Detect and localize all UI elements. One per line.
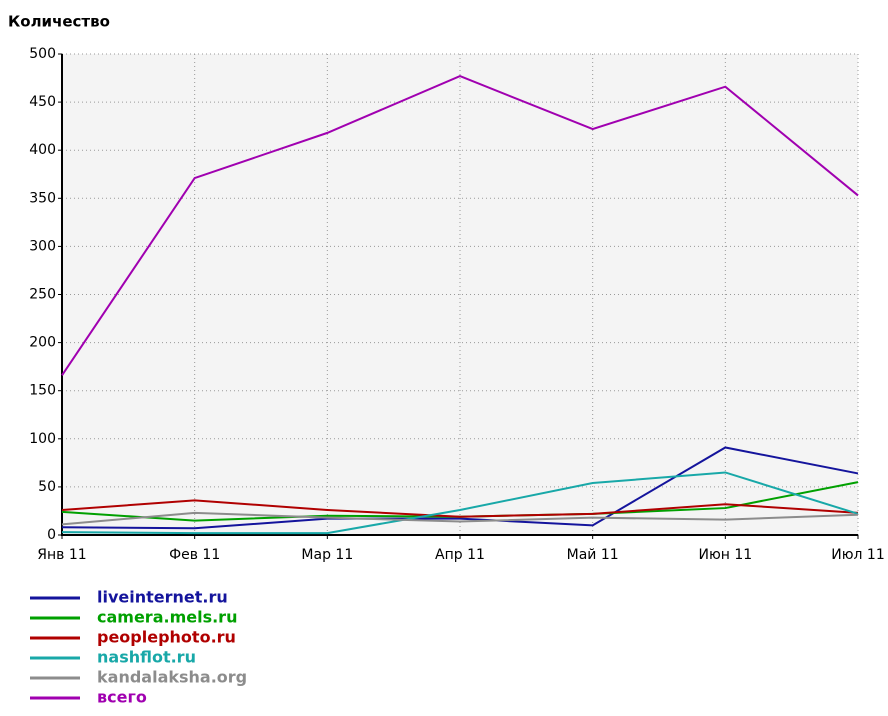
x-tick-label: Апр 11 — [435, 547, 485, 563]
x-tick-label: Май 11 — [567, 547, 619, 563]
legend-label: nashflot.ru — [97, 648, 196, 667]
y-tick-label: 450 — [29, 94, 56, 110]
legend-label: peoplephoto.ru — [97, 628, 236, 647]
x-tick-label: Июн 11 — [698, 547, 752, 563]
series-line — [61, 75, 859, 376]
y-tick-label: 100 — [29, 431, 56, 447]
y-tick-label: 300 — [29, 238, 56, 254]
legend-label: всего — [97, 688, 147, 707]
x-tick-label: Мар 11 — [301, 547, 353, 563]
axis-title: Количество — [8, 13, 110, 31]
y-tick-label: 0 — [47, 527, 56, 543]
y-tick-label: 150 — [29, 383, 56, 399]
y-tick-label: 400 — [29, 142, 56, 158]
series-line — [61, 499, 859, 518]
legend-label: kandalaksha.org — [97, 668, 247, 687]
series-line — [61, 446, 859, 530]
y-tick-label: 200 — [29, 335, 56, 351]
legend-label: camera.mels.ru — [97, 608, 237, 627]
x-tick-label: Фев 11 — [169, 547, 220, 563]
series-line — [61, 471, 859, 535]
y-tick-label: 50 — [38, 479, 56, 495]
legend-label: liveinternet.ru — [97, 588, 228, 607]
y-tick-label: 250 — [29, 287, 56, 303]
series-line — [61, 511, 859, 526]
x-tick-label: Июл 11 — [831, 547, 884, 563]
y-tick-label: 350 — [29, 190, 56, 206]
y-tick-label: 500 — [29, 46, 56, 62]
x-tick-label: Янв 11 — [37, 547, 86, 563]
